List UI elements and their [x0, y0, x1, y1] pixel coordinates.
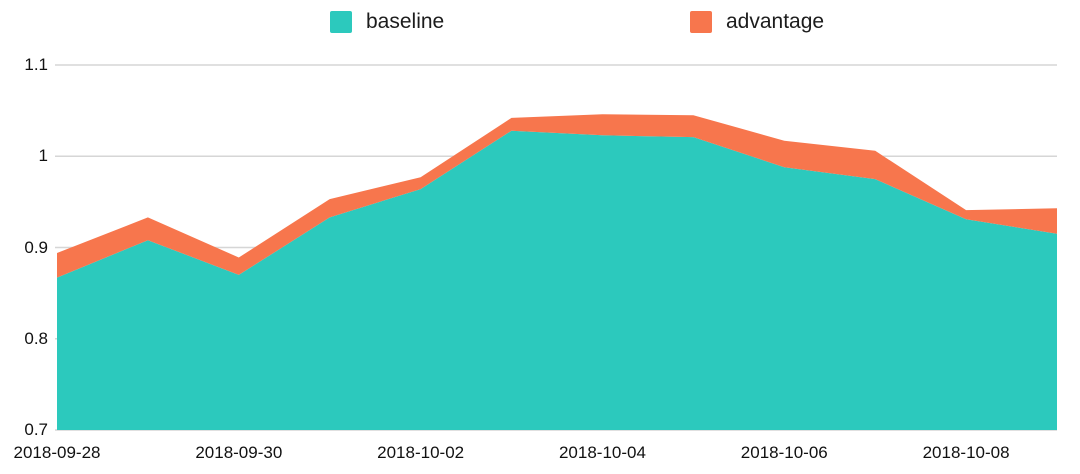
legend-swatch-advantage-icon — [690, 11, 712, 33]
legend-label-baseline: baseline — [366, 10, 445, 33]
x-tick-label: 2018-10-02 — [377, 443, 465, 462]
chart-legend: baseline advantage — [0, 0, 1080, 44]
x-tick-label: 2018-09-30 — [195, 443, 283, 462]
y-tick-label: 1.1 — [24, 55, 48, 74]
area-advantage — [57, 114, 1057, 278]
y-tick-label: 0.9 — [24, 237, 48, 257]
x-tick-label: 2018-10-08 — [922, 443, 1010, 462]
y-tick-label: 0.7 — [24, 420, 48, 439]
y-tick-label: 0.8 — [24, 328, 48, 348]
x-tick-label: 2018-09-28 — [13, 443, 101, 462]
legend-label-advantage: advantage — [726, 10, 825, 33]
legend-item-advantage[interactable]: advantage — [690, 10, 824, 34]
x-tick-label: 2018-10-06 — [740, 443, 828, 462]
legend-item-baseline[interactable]: baseline — [330, 10, 444, 34]
area-baseline — [57, 130, 1057, 430]
x-tick-label: 2018-10-04 — [558, 443, 646, 462]
legend-swatch-baseline-icon — [330, 11, 352, 33]
y-tick-label: 1 — [38, 146, 48, 166]
